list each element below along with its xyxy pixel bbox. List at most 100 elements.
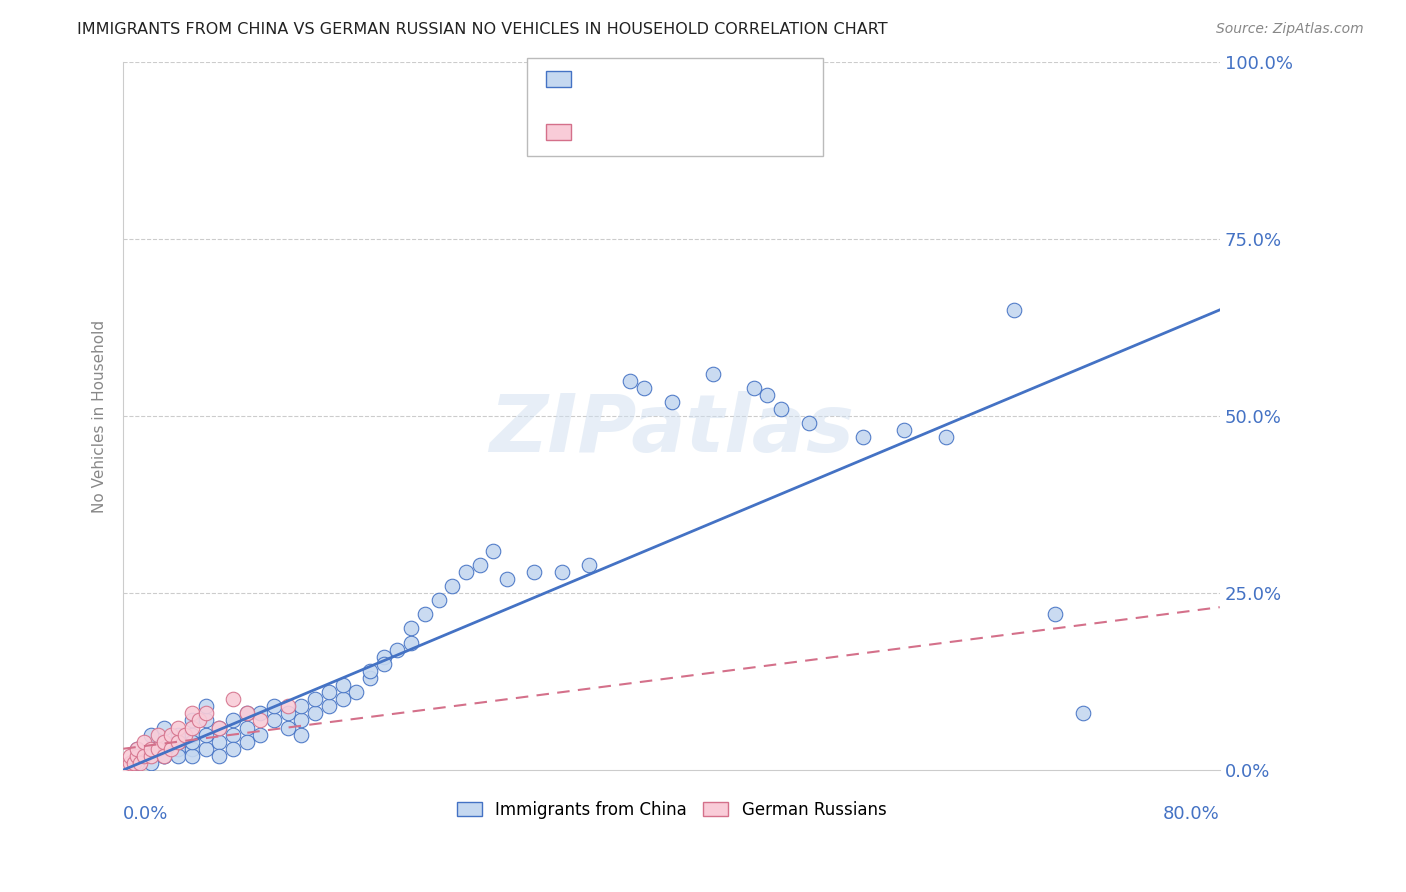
Point bbox=[742, 381, 765, 395]
Point bbox=[318, 685, 340, 699]
Point bbox=[290, 699, 312, 714]
Point bbox=[290, 728, 312, 742]
Point bbox=[153, 748, 176, 763]
Point bbox=[277, 706, 299, 721]
Point bbox=[125, 741, 148, 756]
Point bbox=[146, 728, 169, 742]
Point bbox=[194, 714, 217, 728]
Point bbox=[318, 699, 340, 714]
Point bbox=[180, 714, 202, 728]
Point bbox=[120, 748, 142, 763]
Point bbox=[128, 756, 150, 770]
Point bbox=[373, 657, 395, 671]
Point bbox=[122, 756, 145, 770]
Point bbox=[277, 699, 299, 714]
Point bbox=[167, 734, 190, 748]
Point bbox=[441, 579, 464, 593]
Point bbox=[263, 714, 285, 728]
Point bbox=[893, 423, 915, 437]
Point bbox=[1002, 302, 1025, 317]
Point bbox=[332, 678, 354, 692]
Point bbox=[160, 728, 183, 742]
Point bbox=[304, 706, 326, 721]
Point bbox=[167, 748, 190, 763]
Point bbox=[249, 714, 271, 728]
Text: N = 29: N = 29 bbox=[683, 123, 751, 141]
Point bbox=[208, 721, 231, 735]
Point bbox=[125, 748, 148, 763]
Point bbox=[797, 416, 820, 430]
Point bbox=[139, 741, 162, 756]
Point bbox=[139, 741, 162, 756]
Point bbox=[290, 714, 312, 728]
Point bbox=[180, 748, 202, 763]
Point bbox=[619, 374, 641, 388]
Point bbox=[468, 558, 491, 572]
Point bbox=[344, 685, 367, 699]
Point bbox=[235, 734, 257, 748]
Point bbox=[578, 558, 600, 572]
Legend: Immigrants from China, German Russians: Immigrants from China, German Russians bbox=[450, 794, 893, 825]
Point bbox=[153, 734, 176, 748]
Point bbox=[194, 728, 217, 742]
Text: IMMIGRANTS FROM CHINA VS GERMAN RUSSIAN NO VEHICLES IN HOUSEHOLD CORRELATION CHA: IMMIGRANTS FROM CHINA VS GERMAN RUSSIAN … bbox=[77, 22, 889, 37]
Point bbox=[373, 649, 395, 664]
Text: 80.0%: 80.0% bbox=[1163, 805, 1220, 823]
Point bbox=[146, 741, 169, 756]
Text: ZIPatlas: ZIPatlas bbox=[489, 392, 853, 469]
Point bbox=[661, 395, 683, 409]
Point bbox=[194, 741, 217, 756]
Point bbox=[304, 692, 326, 706]
Point bbox=[174, 728, 197, 742]
Point bbox=[263, 699, 285, 714]
Point bbox=[139, 728, 162, 742]
Point bbox=[187, 714, 209, 728]
Point bbox=[496, 572, 519, 586]
Point bbox=[454, 565, 477, 579]
Point bbox=[935, 430, 957, 444]
Point bbox=[852, 430, 875, 444]
Point bbox=[153, 748, 176, 763]
Point bbox=[633, 381, 655, 395]
Point bbox=[132, 734, 155, 748]
Point bbox=[167, 728, 190, 742]
Point bbox=[180, 728, 202, 742]
Point bbox=[167, 734, 190, 748]
Point bbox=[139, 748, 162, 763]
Point bbox=[153, 734, 176, 748]
Point bbox=[235, 706, 257, 721]
Point bbox=[222, 692, 245, 706]
Point bbox=[359, 671, 381, 685]
Point bbox=[482, 543, 505, 558]
Point bbox=[160, 741, 183, 756]
Point bbox=[427, 593, 450, 607]
Point bbox=[167, 721, 190, 735]
Point bbox=[387, 642, 409, 657]
Point bbox=[194, 699, 217, 714]
Point bbox=[249, 706, 271, 721]
Point bbox=[1071, 706, 1094, 721]
Point bbox=[180, 734, 202, 748]
Text: 0.0%: 0.0% bbox=[124, 805, 169, 823]
Point bbox=[208, 721, 231, 735]
Point bbox=[1045, 607, 1067, 622]
Point bbox=[222, 728, 245, 742]
Point bbox=[413, 607, 436, 622]
Point bbox=[120, 756, 142, 770]
Text: N = 78: N = 78 bbox=[683, 70, 751, 88]
Point bbox=[208, 748, 231, 763]
Point bbox=[208, 734, 231, 748]
Point bbox=[222, 741, 245, 756]
Point bbox=[277, 721, 299, 735]
Text: Source: ZipAtlas.com: Source: ZipAtlas.com bbox=[1216, 22, 1364, 37]
Point bbox=[235, 721, 257, 735]
Text: R = 0.491: R = 0.491 bbox=[582, 70, 672, 88]
Point bbox=[359, 664, 381, 678]
Point bbox=[125, 756, 148, 770]
Point bbox=[167, 741, 190, 756]
Point bbox=[153, 721, 176, 735]
Point bbox=[702, 367, 724, 381]
Point bbox=[399, 622, 422, 636]
Point bbox=[399, 635, 422, 649]
Point bbox=[180, 741, 202, 756]
